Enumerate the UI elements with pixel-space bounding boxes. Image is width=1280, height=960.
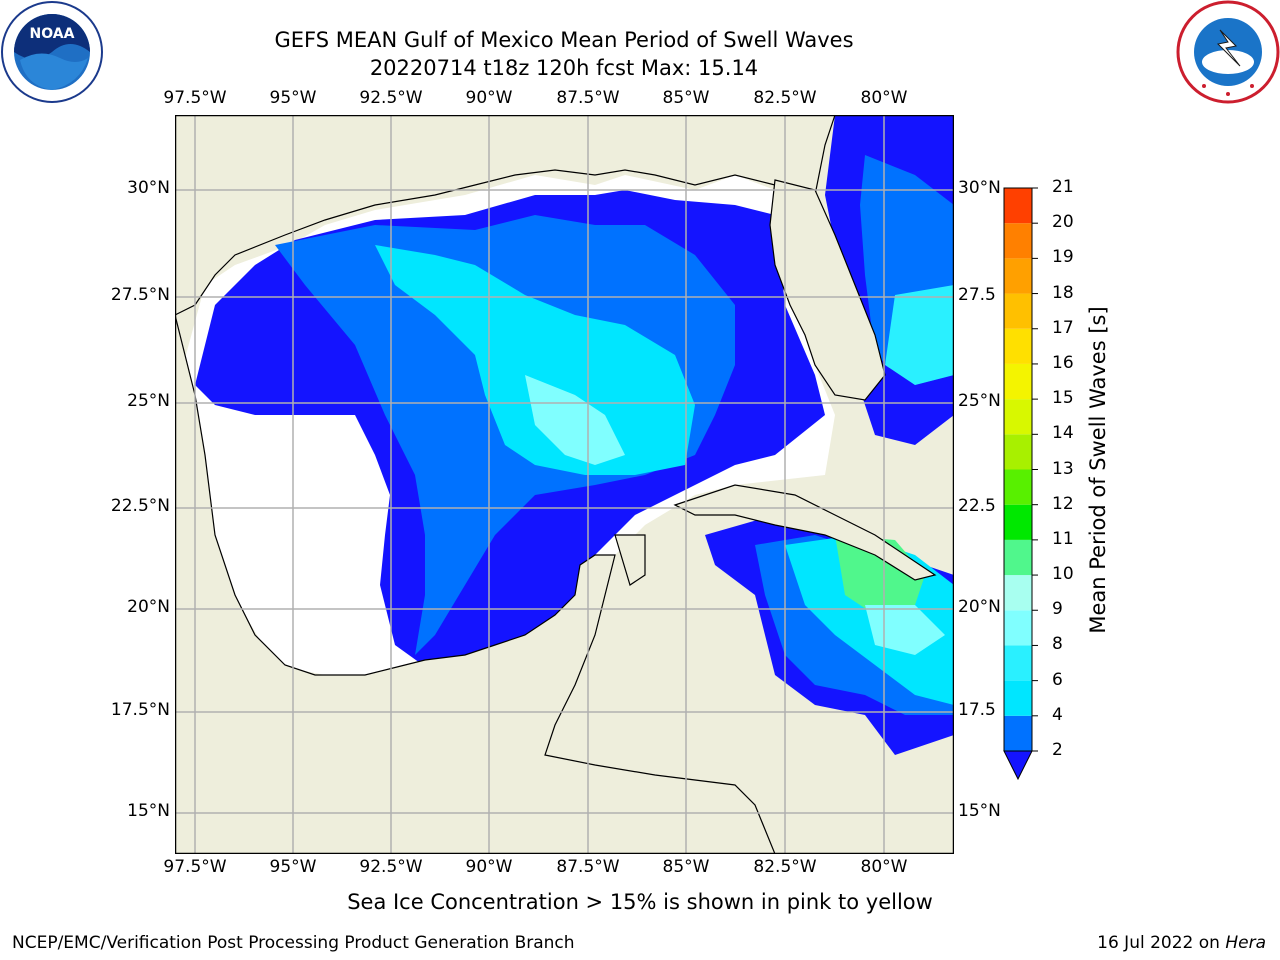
colorbar-segment-9 bbox=[1004, 399, 1032, 435]
colorbar-segment-2 bbox=[1004, 645, 1032, 681]
noaa-logo: NOAA bbox=[1, 1, 103, 103]
colorbar-segment-14 bbox=[1004, 223, 1032, 259]
lon-label: 82.5°W bbox=[753, 88, 817, 108]
lat-label-left: 17.5°N bbox=[110, 700, 170, 720]
colorbar-label: Mean Period of Swell Waves [s] bbox=[1086, 306, 1110, 634]
svg-text:NOAA: NOAA bbox=[30, 26, 75, 42]
colorbar-tick-label: 2 bbox=[1052, 740, 1063, 760]
landmass-1 bbox=[769, 179, 886, 401]
colorbar-tick-label: 21 bbox=[1052, 177, 1074, 197]
lat-label-right: 27.5 bbox=[958, 285, 996, 305]
graticule bbox=[175, 115, 954, 854]
footer-host: Hera bbox=[1225, 933, 1266, 953]
lon-label: 85°W bbox=[662, 88, 710, 108]
chart-subtitle: 20220714 t18z 120h fcst Max: 15.14 bbox=[369, 56, 759, 80]
national-weather-service-logo bbox=[1176, 0, 1280, 104]
colorbar-segment-15 bbox=[1004, 188, 1032, 224]
swell-region-7 bbox=[885, 285, 954, 385]
chart-title: GEFS MEAN Gulf of Mexico Mean Period of … bbox=[274, 28, 854, 52]
footer-credit: NCEP/EMC/Verification Post Processing Pr… bbox=[12, 933, 575, 953]
colorbar-segment-0 bbox=[1004, 715, 1032, 751]
footer-date: 16 Jul 2022 on Hera bbox=[1097, 933, 1266, 953]
lon-label: 95°W bbox=[269, 857, 317, 877]
colorbar-tick-label: 15 bbox=[1052, 388, 1074, 409]
colorbar-segment-12 bbox=[1004, 293, 1032, 329]
lat-label-left: 27.5°N bbox=[110, 285, 170, 305]
lon-label: 97.5°W bbox=[163, 857, 227, 877]
colorbar-tick-label: 6 bbox=[1052, 669, 1063, 690]
colorbar-segment-3 bbox=[1004, 610, 1032, 646]
colorbar-tick-label: 16 bbox=[1052, 352, 1074, 373]
colorbar-tick-label: 11 bbox=[1052, 528, 1074, 549]
lat-label-left: 22.5°N bbox=[110, 496, 170, 516]
lat-label-right: 25°N bbox=[958, 391, 1001, 411]
colorbar-tick-label: 9 bbox=[1052, 599, 1063, 620]
lon-label: 92.5°W bbox=[359, 88, 423, 108]
colorbar-tick-label: 20 bbox=[1052, 212, 1074, 233]
colorbar-segment-10 bbox=[1004, 363, 1032, 400]
colorbar-segment-5 bbox=[1004, 539, 1032, 576]
lat-label-right: 30°N bbox=[958, 178, 1001, 198]
colorbar-tick-label: 10 bbox=[1052, 564, 1074, 585]
lon-label: 90°W bbox=[465, 88, 513, 108]
lon-label: 90°W bbox=[465, 857, 513, 877]
lat-label-left: 20°N bbox=[127, 597, 170, 617]
colorbar-tick-label: 14 bbox=[1052, 423, 1074, 444]
colorbar-tick-label: 12 bbox=[1052, 493, 1074, 514]
sea-ice-note: Sea Ice Concentration > 15% is shown in … bbox=[347, 890, 933, 914]
colorbar-tick-label: 4 bbox=[1052, 704, 1063, 725]
colorbar-segment-1 bbox=[1004, 680, 1032, 716]
footer-date-text: 16 Jul 2022 on bbox=[1097, 933, 1226, 953]
colorbar-tick-label: 17 bbox=[1052, 317, 1074, 338]
colorbar-under-arrow bbox=[1003, 750, 1033, 781]
colorbar bbox=[1003, 187, 1038, 781]
lat-label-left: 25°N bbox=[127, 391, 170, 411]
lon-label: 92.5°W bbox=[359, 857, 423, 877]
colorbar-tick-label: 19 bbox=[1052, 247, 1074, 268]
lat-label-right: 17.5 bbox=[958, 700, 996, 720]
swell-region-12 bbox=[865, 605, 945, 655]
lat-label-left: 30°N bbox=[127, 178, 170, 198]
colorbar-segment-8 bbox=[1004, 434, 1032, 470]
colorbar-segment-7 bbox=[1004, 469, 1032, 505]
map-frame bbox=[175, 115, 954, 854]
lon-label: 80°W bbox=[860, 88, 908, 108]
colorbar-segment-6 bbox=[1004, 504, 1032, 540]
colorbar-segment-13 bbox=[1004, 258, 1032, 294]
lon-label: 82.5°W bbox=[753, 857, 817, 877]
swell-period-map bbox=[175, 115, 954, 854]
lon-label: 87.5°W bbox=[556, 857, 620, 877]
lon-label: 80°W bbox=[860, 857, 908, 877]
lat-label-right: 22.5 bbox=[958, 496, 996, 516]
lon-label: 87.5°W bbox=[556, 88, 620, 108]
colorbar-tick-label: 18 bbox=[1052, 282, 1074, 303]
ocean-layer bbox=[175, 115, 954, 854]
lat-label-right: 20°N bbox=[958, 597, 1001, 617]
lon-label: 95°W bbox=[269, 88, 317, 108]
landmass-4 bbox=[614, 534, 646, 586]
lon-label: 85°W bbox=[662, 857, 710, 877]
swell-region-4 bbox=[525, 375, 625, 465]
colorbar-segment-11 bbox=[1004, 328, 1032, 364]
colorbar-tick-label: 13 bbox=[1052, 458, 1074, 479]
swell-region-3 bbox=[375, 245, 695, 475]
lat-label-left: 15°N bbox=[127, 801, 170, 821]
colorbar-segment-4 bbox=[1004, 575, 1032, 611]
lat-label-right: 15°N bbox=[958, 801, 1001, 821]
landmass-2 bbox=[175, 314, 776, 854]
lon-label: 97.5°W bbox=[163, 88, 227, 108]
colorbar-tick-label: 8 bbox=[1052, 634, 1063, 655]
